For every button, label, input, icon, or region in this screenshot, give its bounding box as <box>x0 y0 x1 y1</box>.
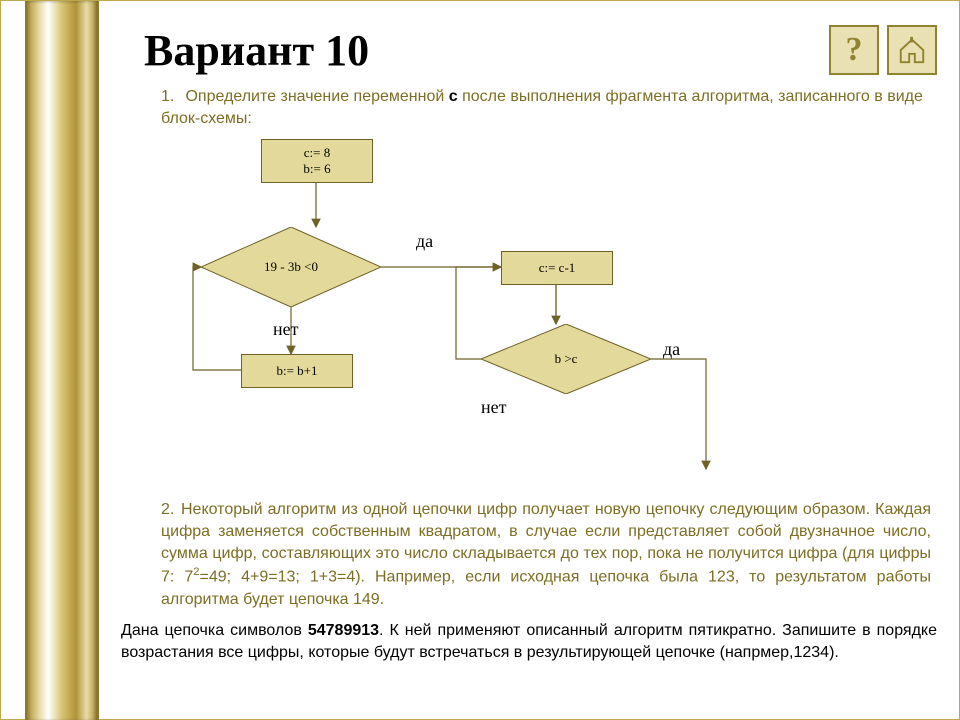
task-2-bold: 54789913 <box>308 622 379 639</box>
task-1-var: с <box>449 88 458 105</box>
node-init-line1: c:= 8 <box>304 145 330 161</box>
help-button[interactable]: ? <box>829 25 879 75</box>
flowchart: c:= 8 b:= 6 19 - 3b <0 b:= b+1 c:= c-1 b… <box>181 139 741 479</box>
decorative-stripe <box>25 1 99 720</box>
node-dec-c: c:= c-1 <box>501 251 613 285</box>
task-1-text: 1. Определите значение переменной с посл… <box>161 86 931 129</box>
page-title: Вариант 10 <box>144 25 369 76</box>
task-2-text: 2.Некоторый алгоритм из одной цепочки ци… <box>161 499 931 611</box>
nav-buttons: ? <box>829 25 937 75</box>
task-2-number: 2. <box>161 499 181 521</box>
node-cond1-label: 19 - 3b <0 <box>264 259 318 275</box>
node-cond2: b >c <box>481 324 651 394</box>
node-init-line2: b:= 6 <box>303 161 330 177</box>
node-cond2-label: b >c <box>555 351 578 367</box>
node-cond1: 19 - 3b <0 <box>201 227 381 307</box>
label-yes1: да <box>416 231 433 252</box>
question-icon: ? <box>846 31 863 69</box>
home-button[interactable] <box>887 25 937 75</box>
task-1-number: 1. <box>161 86 181 108</box>
page: Вариант 10 ? 1. Определите значение пере… <box>0 0 960 720</box>
node-init: c:= 8 b:= 6 <box>261 139 373 183</box>
task-2-p2a: Дана цепочка символов <box>121 622 308 639</box>
node-dec-c-label: c:= c-1 <box>539 260 576 276</box>
home-icon <box>897 35 927 65</box>
task-1-text-a: Определите значение переменной <box>185 88 448 105</box>
label-no1: нет <box>273 319 299 340</box>
node-inc-b-label: b:= b+1 <box>276 363 317 379</box>
task-2-p1b: =49; 4+9=13; 1+3=4). Например, если исхо… <box>161 569 931 608</box>
node-inc-b: b:= b+1 <box>241 354 353 388</box>
label-no2: нет <box>481 397 507 418</box>
task-2-text-b: Дана цепочка символов 54789913. К ней пр… <box>121 620 937 664</box>
flowchart-edges <box>181 139 741 479</box>
label-yes2: да <box>663 339 680 360</box>
